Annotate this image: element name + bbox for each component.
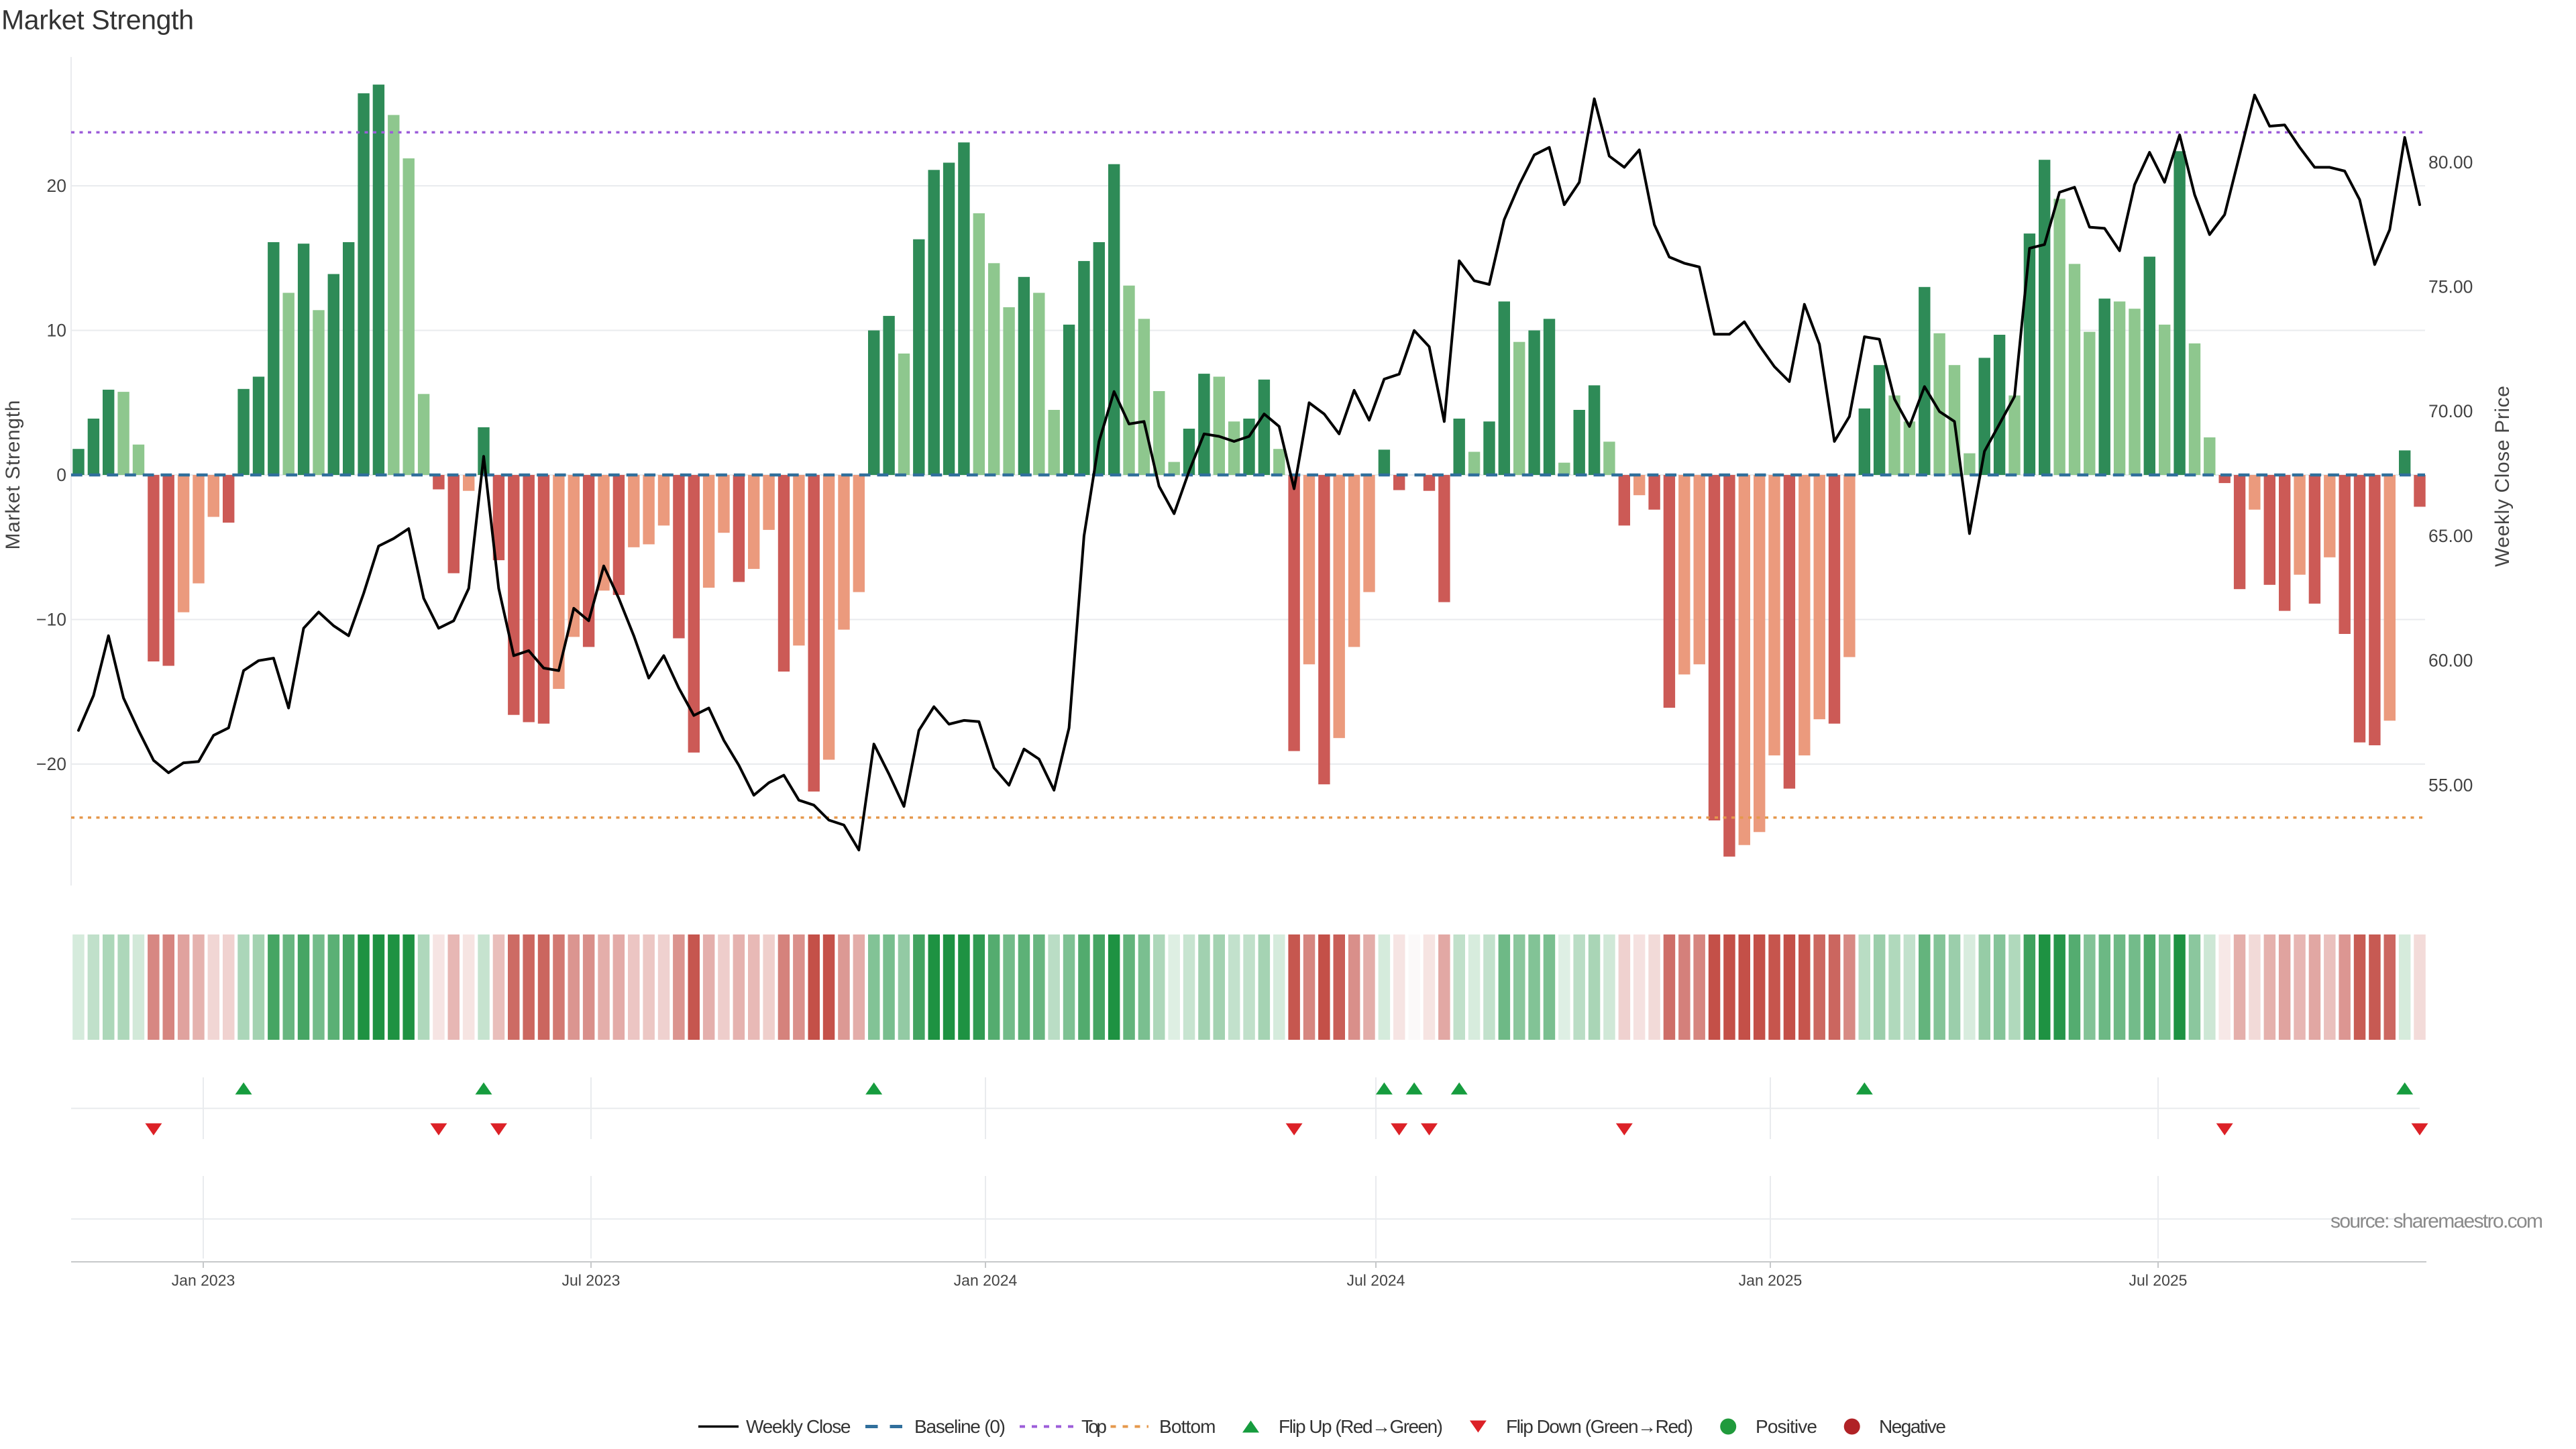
svg-text:Jan 2024: Jan 2024 [954,1272,1018,1289]
svg-text:Jan 2025: Jan 2025 [1739,1272,1803,1289]
svg-text:Market Strength: Market Strength [1,5,194,36]
svg-text:Flip Up (Red→Green): Flip Up (Red→Green) [1279,1416,1443,1437]
svg-text:Bottom: Bottom [1159,1416,1216,1437]
svg-text:Jul 2025: Jul 2025 [2129,1272,2188,1289]
svg-text:80.00: 80.00 [2428,152,2473,172]
svg-text:55.00: 55.00 [2428,775,2473,795]
svg-text:20: 20 [47,176,66,196]
svg-text:10: 10 [47,320,66,340]
svg-text:Positive: Positive [1756,1416,1817,1437]
svg-text:−20: −20 [36,754,66,774]
svg-text:−10: −10 [36,609,66,629]
svg-text:Flip Down (Green→Red): Flip Down (Green→Red) [1506,1416,1693,1437]
svg-text:source: sharemaestro.com: source: sharemaestro.com [2330,1210,2543,1232]
svg-text:75.00: 75.00 [2428,277,2473,297]
svg-text:Jul 2023: Jul 2023 [562,1272,621,1289]
svg-text:60.00: 60.00 [2428,651,2473,671]
svg-text:Negative: Negative [1879,1416,1946,1437]
svg-text:Weekly Close: Weekly Close [746,1416,851,1437]
svg-text:Jan 2023: Jan 2023 [172,1272,235,1289]
svg-text:Top: Top [1081,1416,1107,1437]
svg-text:65.00: 65.00 [2428,526,2473,546]
svg-text:0: 0 [56,465,66,485]
svg-text:Market Strength: Market Strength [2,400,24,550]
svg-text:70.00: 70.00 [2428,401,2473,421]
svg-text:Baseline (0): Baseline (0) [914,1416,1006,1437]
svg-text:Jul 2024: Jul 2024 [1347,1272,1405,1289]
svg-text:Weekly Close Price: Weekly Close Price [2491,386,2514,567]
